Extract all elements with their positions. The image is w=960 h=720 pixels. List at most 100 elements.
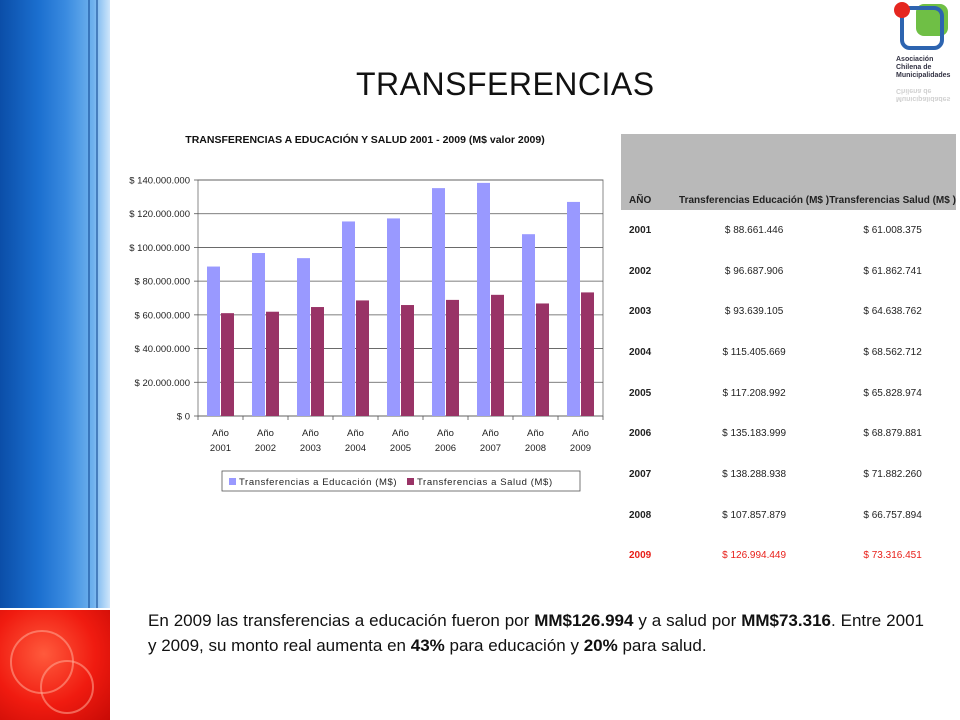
x-tick-label: 2005 — [390, 443, 411, 454]
cell-education: $ 117.208.992 — [722, 387, 786, 399]
cell-education: $ 107.857.879 — [722, 509, 787, 521]
table-row: 2001 $ 88.661.446 $ 61.008.375 — [621, 210, 956, 251]
x-tick-label: Año — [212, 428, 229, 439]
header-education: Transferencias Educación (M$ ) — [679, 134, 830, 210]
bar-stripe — [96, 0, 98, 608]
cell-salud: $ 61.008.375 — [863, 224, 922, 236]
cell-salud: $ 61.862.741 — [863, 265, 922, 277]
logo-text-line: Asociación — [896, 56, 934, 63]
x-tick-label: Año — [437, 428, 454, 439]
bar-educacion — [522, 234, 535, 416]
left-decorative-bar — [0, 0, 110, 608]
cell-salud: $ 68.879.881 — [863, 428, 922, 440]
cell-year: 2002 — [629, 265, 652, 277]
y-tick-label: $ 40.000.000 — [135, 344, 190, 355]
logo-text-line: Chilena de — [896, 64, 932, 71]
table-body: 2001 $ 88.661.446 $ 61.008.375 2002 $ 96.687… — [621, 210, 956, 576]
table-header-row: AÑO Transferencias Educación (M$ ) Trans… — [621, 134, 956, 210]
logo-reflection-line: Chilena de — [896, 87, 932, 94]
x-tick-label: 2006 — [435, 443, 456, 454]
bar-salud — [266, 311, 279, 416]
y-tick-label: $ 80.000.000 — [135, 277, 190, 288]
summary-edu-growth: 43% — [410, 636, 445, 655]
legend-box — [221, 470, 581, 492]
bar-educacion — [567, 201, 580, 416]
cell-year: 2001 — [629, 224, 652, 236]
cell-salud: $ 73.316.451 — [863, 550, 922, 562]
bar-educacion — [387, 218, 400, 416]
x-tick-label: 2008 — [525, 443, 546, 454]
cell-salud: $ 68.562.712 — [863, 346, 922, 358]
legend-label-educacion: Transferencias a Educación (M$) — [239, 477, 397, 488]
bar-educacion — [432, 188, 445, 416]
bar-stripe — [88, 0, 90, 608]
cell-education: $ 138.288.938 — [722, 468, 787, 480]
cell-year: 2007 — [629, 468, 652, 480]
logo-reflection-line: Municipalidades — [896, 95, 951, 102]
table-row: 2006 $ 135.183.999 $ 68.879.881 — [621, 413, 956, 454]
cell-salud: $ 66.757.894 — [863, 509, 922, 521]
table-row: 2004 $ 115.405.669 $ 68.562.712 — [621, 332, 956, 373]
y-tick-label: $ 120.000.000 — [129, 209, 190, 220]
bar-educacion — [207, 266, 220, 416]
logo-text: Asociación Chilena de Municipalidades — [896, 56, 956, 80]
x-tick-label: 2003 — [300, 443, 321, 454]
cell-education: $ 93.639.105 — [724, 306, 784, 318]
y-tick-label: $ 140.000.000 — [129, 176, 190, 187]
summary-text: y a salud por — [633, 611, 742, 630]
bar-educacion — [342, 221, 355, 416]
x-tick-label: Año — [392, 428, 409, 439]
bar-educacion — [477, 182, 490, 416]
x-tick-label: Año — [572, 428, 589, 439]
x-tick-label: 2004 — [345, 443, 366, 454]
swirl-decoration — [40, 660, 94, 714]
summary-salud-amount: MM$73.316 — [741, 611, 831, 630]
x-tick-label: Año — [482, 428, 499, 439]
cell-year: 2003 — [629, 306, 652, 318]
cell-education: $ 135.183.999 — [722, 428, 787, 440]
cell-education: $ 88.661.446 — [724, 224, 784, 236]
header-salud: Transferencias Salud (M$ ) — [829, 134, 956, 210]
legend-label-salud: Transferencias a Salud (M$) — [417, 477, 553, 488]
cell-education: $ 126.994.449 — [722, 550, 787, 562]
bar-salud — [536, 303, 549, 416]
bar-salud — [491, 294, 504, 416]
red-decorative-block — [0, 610, 110, 720]
logo: Asociación Chilena de Municipalidades Mu… — [892, 0, 954, 110]
cell-education: $ 96.687.906 — [724, 265, 784, 277]
logo-blue-mark — [900, 6, 944, 50]
header-year: AÑO — [621, 134, 679, 210]
bar-chart: $ 0 $ 20.000.000 $ 40.000.000 $ 60.000.000 $… — [129, 176, 604, 492]
cell-year: 2009 — [629, 550, 652, 562]
y-tick-label: $ 100.000.000 — [129, 243, 190, 254]
bar-salud — [446, 299, 459, 416]
y-tick-label: $ 60.000.000 — [135, 310, 190, 321]
summary-text: En 2009 las transferencias a educación f… — [148, 611, 535, 630]
bar-salud — [221, 313, 234, 416]
summary-edu-amount: MM$126.994 — [534, 611, 634, 630]
logo-reflection: Municipalidades Chilena de — [896, 86, 956, 102]
summary-text: para educación y — [444, 636, 584, 655]
table-row: 2008 $ 107.857.879 $ 66.757.894 — [621, 495, 956, 536]
x-tick-label: 2007 — [480, 443, 501, 454]
legend-swatch-educacion — [229, 478, 236, 485]
y-tick-label: $ 20.000.000 — [135, 378, 190, 389]
bar-educacion — [297, 258, 310, 416]
summary-salud-growth: 20% — [583, 636, 618, 655]
x-tick-label: Año — [527, 428, 544, 439]
cell-salud: $ 71.882.260 — [863, 468, 922, 480]
cell-salud: $ 65.828.974 — [863, 387, 922, 399]
data-table: AÑO Transferencias Educación (M$ ) Trans… — [621, 134, 956, 576]
bar-salud — [356, 300, 369, 416]
cell-education: $ 115.405.669 — [722, 346, 786, 358]
slide-title: TRANSFERENCIAS — [356, 66, 655, 102]
table-row: 2007 $ 138.288.938 $ 71.882.260 — [621, 454, 956, 495]
cell-salud: $ 64.638.762 — [863, 306, 922, 318]
table-row: 2005 $ 117.208.992 $ 65.828.974 — [621, 373, 956, 414]
x-tick-label: Año — [347, 428, 364, 439]
x-tick-label: 2001 — [210, 443, 231, 454]
table-row: 2009 $ 126.994.449 $ 73.316.451 — [621, 536, 956, 577]
cell-year: 2004 — [629, 346, 652, 358]
table-row: 2003 $ 93.639.105 $ 64.638.762 — [621, 291, 956, 332]
x-tick-label: 2009 — [570, 443, 591, 454]
